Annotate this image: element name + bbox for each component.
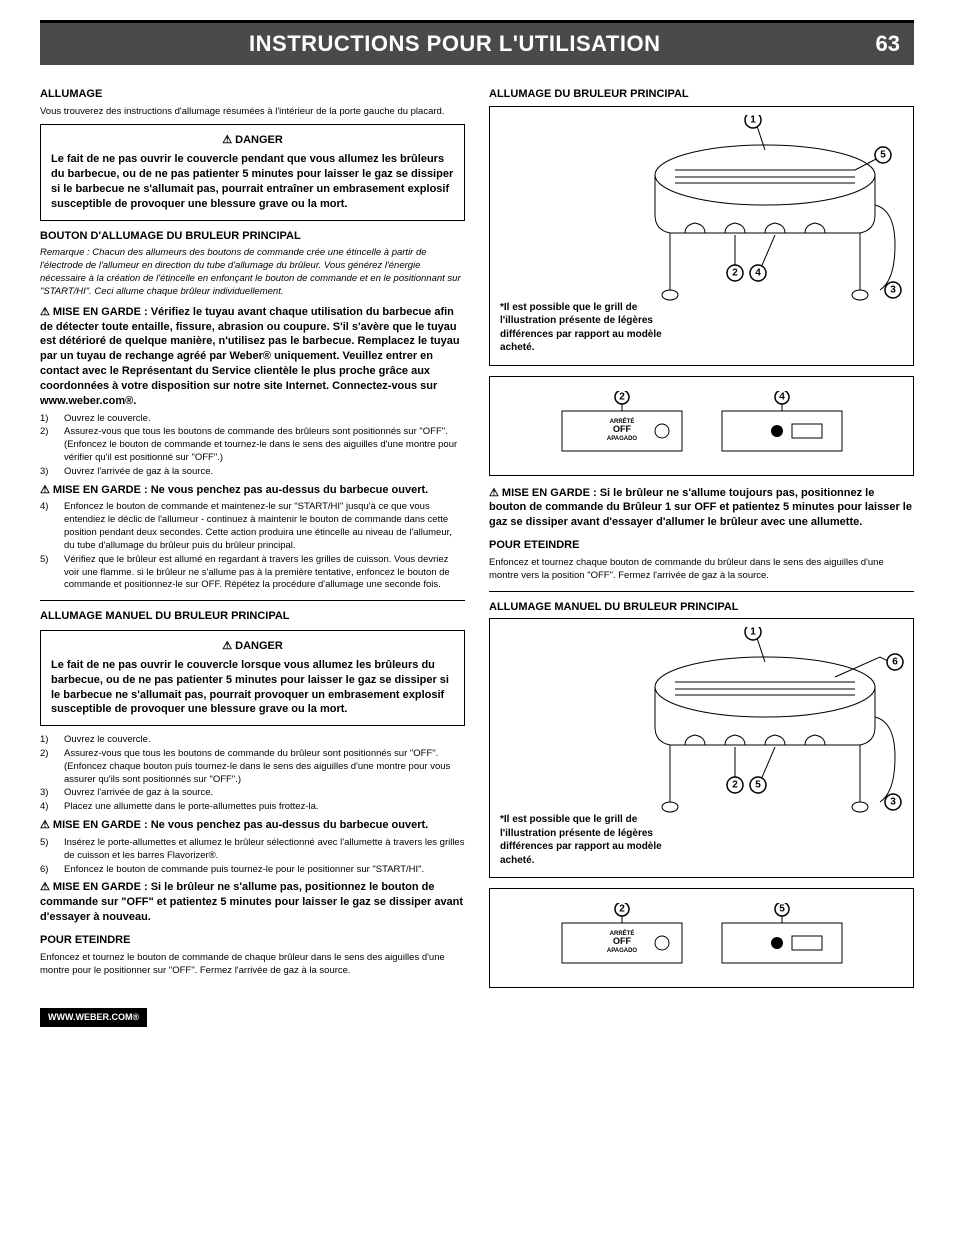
warn-pench2: MISE EN GARDE : Ne vous penchez pas au-d… [40,818,465,833]
list-item: 1)Ouvrez le couvercle. [40,413,465,426]
grill-illustration-2: 1 6 3 2 5 *Il est possible que le grill … [489,618,914,878]
warn-verify-text: MISE EN GARDE : Vérifiez le tuyau avant … [40,306,460,407]
panel2-apagado: APAGADO [606,948,637,954]
control-panel-illustration-1: ARRÊTÉ OFF APAGADO 2 4 [489,376,914,476]
warn-bruleur: MISE EN GARDE : Si le brûleur ne s'allum… [489,486,914,531]
panel2-off: OFF [613,936,631,946]
danger-label-1: DANGER [51,133,454,148]
danger-text-2: Le fait de ne pas ouvrir le couvercle lo… [51,658,454,717]
warn-off: MISE EN GARDE : Si le brûleur ne s'allum… [40,880,465,925]
step-c2: Assurez-vous que tous les boutons de com… [64,748,465,786]
panel2-callout-2: 2 [619,904,625,915]
list-item: 3)Ouvrez l'arrivée de gaz à la source. [40,787,465,800]
divider [40,600,465,601]
panel-off: OFF [613,424,631,434]
list-item: 5)Vérifiez que le brûleur est allumé en … [40,554,465,592]
heading-eteindre2: POUR ETEINDRE [489,538,914,553]
panel2-callout-5: 5 [779,904,785,915]
list-item: 3)Ouvrez l'arrivée de gaz à la source. [40,466,465,479]
step-a2: Assurez-vous que tous les boutons de com… [64,426,465,464]
header-title: INSTRUCTIONS POUR L'UTILISATION [54,29,856,59]
panel-apagado: APAGADO [606,436,637,442]
danger-box-1: DANGER Le fait de ne pas ouvrir le couve… [40,124,465,220]
bouton-note: Remarque : Chacun des allumeurs des bout… [40,247,465,298]
panel-callout-2: 2 [619,391,625,402]
step-b4: Enfoncez le bouton de commande et mainte… [64,501,465,552]
callout2-6: 6 [892,657,898,668]
callout-4: 4 [755,267,761,278]
callout2-3: 3 [890,797,896,808]
grill-svg-1: 1 5 3 2 4 [625,115,905,315]
step-a3: Ouvrez l'arrivée de gaz à la source. [64,466,465,479]
callout2-1: 1 [750,627,756,638]
danger-box-2: DANGER Le fait de ne pas ouvrir le couve… [40,630,465,726]
heading-manuel2: ALLUMAGE MANUEL DU BRULEUR PRINCIPAL [489,600,914,615]
page-number: 63 [876,29,900,59]
heading-bouton: BOUTON D'ALLUMAGE DU BRULEUR PRINCIPAL [40,229,465,244]
warn-pench-text: MISE EN GARDE : Ne vous penchez pas au-d… [53,484,428,496]
step-b5: Vérifiez que le brûleur est allumé en re… [64,554,465,592]
callout-2: 2 [732,267,738,278]
list-item: 6)Enfoncez le bouton de commande puis to… [40,864,465,877]
warn-bruleur-text: MISE EN GARDE : Si le brûleur ne s'allum… [489,487,912,529]
list-item: 4)Placez une allumette dans le porte-all… [40,801,465,814]
divider-right [489,591,914,592]
warn-pench: MISE EN GARDE : Ne vous penchez pas au-d… [40,483,465,498]
list-item: 1)Ouvrez le couvercle. [40,734,465,747]
step-d5: Insérez le porte-allumettes et allumez l… [64,837,465,863]
danger-label-2: DANGER [51,639,454,654]
step-a1: Ouvrez le couvercle. [64,413,465,426]
callout2-5: 5 [755,780,761,791]
panel-svg-2: ARRÊTÉ OFF APAGADO 2 5 [542,903,862,973]
right-column: ALLUMAGE DU BRULEUR PRINCIPAL 1 5 3 [489,79,914,999]
list-item: 2)Assurez-vous que tous les boutons de c… [40,426,465,464]
callout-5: 5 [880,149,886,160]
heading-allumage-principal: ALLUMAGE DU BRULEUR PRINCIPAL [489,87,914,102]
grill-svg-2: 1 6 3 2 5 [625,627,905,827]
callout-3: 3 [890,284,896,295]
heading-eteindre: POUR ETEINDRE [40,933,465,948]
list-item: 4)Enfoncez le bouton de commande et main… [40,501,465,552]
page-header: INSTRUCTIONS POUR L'UTILISATION 63 [40,20,914,65]
callout-1: 1 [750,115,756,126]
control-panel-illustration-2: ARRÊTÉ OFF APAGADO 2 5 [489,888,914,988]
allumage-intro: Vous trouverez des instructions d'alluma… [40,106,465,119]
warn-off-text: MISE EN GARDE : Si le brûleur ne s'allum… [40,881,463,923]
heading-allumage: ALLUMAGE [40,87,465,102]
callout2-2: 2 [732,780,738,791]
grill-illustration-1: 1 5 3 2 4 *Il est possible que le grill … [489,106,914,366]
panel-svg-1: ARRÊTÉ OFF APAGADO 2 4 [542,391,862,461]
eteindre-text: Enfoncez et tournez le bouton de command… [40,952,465,978]
footer-url: WWW.WEBER.COM® [40,1008,147,1026]
step-d6: Enfoncez le bouton de commande puis tour… [64,864,465,877]
warn-verify: MISE EN GARDE : Vérifiez le tuyau avant … [40,305,465,409]
step-c4: Placez une allumette dans le porte-allum… [64,801,465,814]
list-item: 5)Insérez le porte-allumettes et allumez… [40,837,465,863]
list-item: 2)Assurez-vous que tous les boutons de c… [40,748,465,786]
heading-manuel: ALLUMAGE MANUEL DU BRULEUR PRINCIPAL [40,609,465,624]
left-column: ALLUMAGE Vous trouverez des instructions… [40,79,465,999]
step-c3: Ouvrez l'arrivée de gaz à la source. [64,787,465,800]
danger-text-1: Le fait de ne pas ouvrir le couvercle pe… [51,152,454,211]
panel-callout-4: 4 [779,391,785,402]
warn-pench2-text: MISE EN GARDE : Ne vous penchez pas au-d… [53,819,428,831]
step-c1: Ouvrez le couvercle. [64,734,465,747]
eteindre2-text: Enfoncez et tournez chaque bouton de com… [489,557,914,583]
